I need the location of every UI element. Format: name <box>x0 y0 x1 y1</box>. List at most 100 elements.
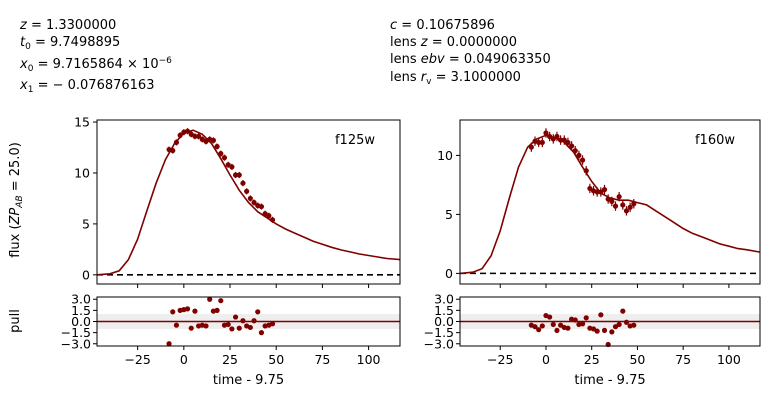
pull-point <box>225 321 231 328</box>
pull-point <box>572 317 578 323</box>
y-tick-label: 10 <box>74 165 90 180</box>
y-tick-label: 0 <box>445 266 453 281</box>
data-point <box>601 187 608 193</box>
pull-point <box>255 309 261 315</box>
data-point <box>594 189 600 195</box>
pull-y-tick-label: −1.5 <box>424 325 454 340</box>
pull-point <box>547 314 553 320</box>
pull-point <box>192 308 198 314</box>
data-point <box>251 199 257 206</box>
data-point <box>218 151 224 157</box>
pull-point <box>173 322 180 328</box>
pull-y-tick-label: −1.5 <box>61 325 91 340</box>
pull-point <box>579 321 586 327</box>
data-point <box>247 195 253 202</box>
data-point <box>184 128 191 134</box>
data-point <box>244 188 250 194</box>
pull-point <box>240 318 246 324</box>
data-point <box>170 147 176 154</box>
data-point <box>612 203 619 209</box>
pull-axis-label: pull <box>8 309 23 333</box>
pull-point <box>170 309 176 315</box>
x-tick-label: −25 <box>124 352 150 367</box>
data-point <box>232 172 239 178</box>
x-tick-label: 25 <box>584 352 600 367</box>
pull-point <box>536 327 542 333</box>
pull-y-tick-label: 1.5 <box>71 303 91 318</box>
data-point <box>236 172 242 178</box>
data-point <box>576 152 582 158</box>
pull-point <box>623 319 630 325</box>
y-tick-label: 5 <box>82 216 90 231</box>
flux-axis-label: flux (ZPAB = 25.0) <box>8 142 25 258</box>
data-point <box>631 201 637 207</box>
x-axis-label: time - 9.75 <box>574 373 645 388</box>
model-curve <box>459 134 761 275</box>
plot-frame <box>96 119 401 285</box>
pull-y-tick-label: −3.0 <box>424 336 454 351</box>
y-tick-label: 0 <box>82 267 90 282</box>
x-tick-label: 75 <box>675 352 691 367</box>
param-line: lens ebv = 0.049063350 <box>390 52 551 67</box>
pull-point <box>620 308 626 314</box>
data-point <box>627 204 633 210</box>
pull-point <box>598 312 604 318</box>
x-tick-label: 75 <box>314 352 330 367</box>
data-point <box>568 143 575 149</box>
data-point <box>554 133 560 140</box>
data-point <box>616 194 622 200</box>
pull-point <box>166 341 172 347</box>
x-tick-label: 25 <box>222 352 238 367</box>
y-tick-label: 10 <box>437 148 453 163</box>
data-point <box>229 164 235 170</box>
pull-point <box>532 324 538 330</box>
data-point <box>196 133 202 139</box>
data-point <box>623 208 630 214</box>
pull-point <box>565 325 571 331</box>
pull-y-tick-label: 3.0 <box>71 292 91 307</box>
data-point <box>609 198 615 205</box>
pull-point <box>247 324 253 331</box>
x-tick-label: 0 <box>542 352 550 367</box>
light-curve-panel-f125w: 0 5 10 15 f125w 3.01.50.0−1.5−3.0 −25 0 25 50 75 10… <box>61 115 401 388</box>
pull-point <box>232 314 239 320</box>
data-point <box>539 139 545 146</box>
pull-y-tick-label: 0.0 <box>71 314 91 329</box>
data-point <box>565 139 571 146</box>
data-point <box>558 137 564 143</box>
data-point <box>620 202 626 208</box>
x-tick-label: 0 <box>180 352 188 367</box>
data-point <box>221 155 228 161</box>
data-point <box>583 168 589 174</box>
pull-point <box>184 306 191 312</box>
param-line: z = 1.3300000 <box>19 18 116 33</box>
data-point <box>269 217 276 223</box>
data-point <box>536 139 542 146</box>
x-tick-label: 50 <box>268 352 284 367</box>
param-line: lens rv = 3.1000000 <box>390 70 521 87</box>
data-point <box>579 157 586 163</box>
x-tick-label: 50 <box>629 352 645 367</box>
band-label: f125w <box>335 133 375 148</box>
model-curve <box>96 129 401 276</box>
pull-y-tick-label: 0.0 <box>434 314 454 329</box>
pull-y-tick-label: −3.0 <box>61 336 91 351</box>
data-point <box>214 143 220 150</box>
pull-y-tick-label: 1.5 <box>434 303 454 318</box>
pull-point <box>214 307 220 313</box>
x-axis-label: time - 9.75 <box>213 373 284 388</box>
data-point <box>210 137 216 143</box>
pull-point <box>188 325 194 331</box>
pull-point <box>609 329 615 335</box>
data-point <box>543 130 549 136</box>
y-tick-label: 15 <box>74 115 90 130</box>
x-tick-label: −25 <box>487 352 513 367</box>
pull-point <box>554 327 560 334</box>
pull-point <box>631 322 637 328</box>
y-tick-label: 5 <box>445 207 453 222</box>
pull-point <box>269 321 276 327</box>
param-line: c = 0.10675896 <box>390 18 495 33</box>
band-label: f160w <box>695 133 735 148</box>
